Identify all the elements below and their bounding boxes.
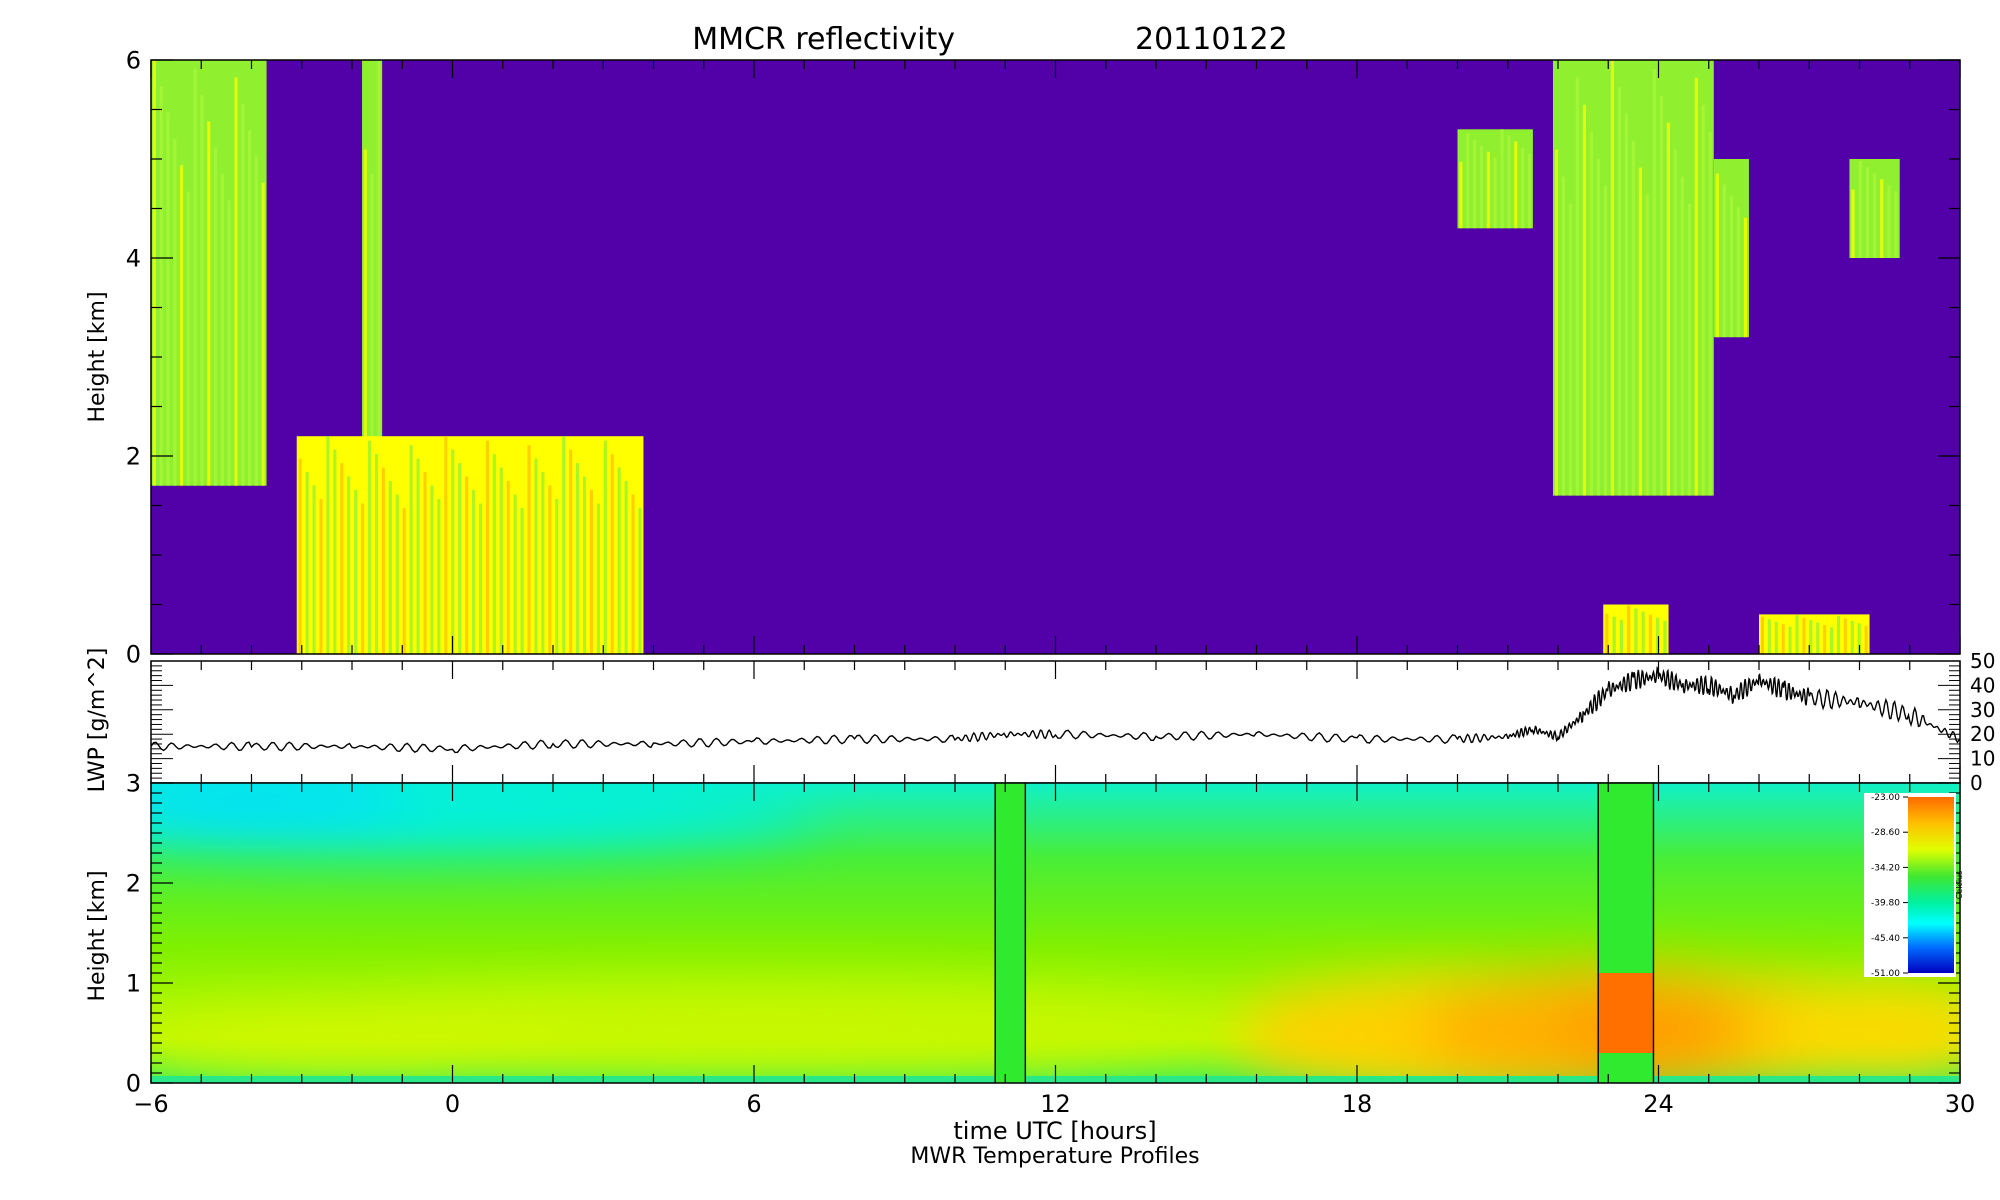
- temperature-panel: 0 1 2 3 Height [km] -23.00 -28.60 -34.20 -39.8…: [85, 769, 1964, 1097]
- y-tick-label: 2: [126, 869, 141, 897]
- colorbar-tick-label: -39.80: [1871, 899, 1900, 909]
- x-tick-label: 24: [1643, 1090, 1674, 1118]
- y-tick-label: 3: [126, 769, 141, 797]
- echo-region-6: [1849, 159, 1900, 258]
- missing-gap-1: [1597, 783, 1655, 1083]
- y-tick-label: 0: [126, 1069, 141, 1097]
- colorbar-tick-label: -51.00: [1871, 969, 1900, 979]
- reflectivity-echoes: [151, 60, 1900, 654]
- x-tick-label: −6: [133, 1090, 168, 1118]
- x-tick-label: 12: [1040, 1090, 1071, 1118]
- x-tick-label: 18: [1342, 1090, 1373, 1118]
- echo-region-4: [1552, 60, 1714, 496]
- y-tick-label: 2: [126, 442, 141, 470]
- lwp-y-tick-label: 20: [1970, 722, 1995, 746]
- x-tick-label: 6: [746, 1090, 761, 1118]
- x-axis-label: time UTC [hours]: [953, 1117, 1156, 1145]
- echo-region-7: [1603, 604, 1669, 654]
- x-axis-label-secondary: MWR Temperature Profiles: [910, 1144, 1199, 1169]
- reflectivity-ylabel: Height [km]: [85, 291, 110, 422]
- colorbar-gradient: [1908, 797, 1954, 973]
- echo-region-5: [1713, 159, 1749, 338]
- gap-warm-fill: [1598, 973, 1654, 1053]
- lwp-y-tick-label: 0: [1970, 771, 1983, 795]
- x-tick-label: 0: [445, 1090, 460, 1118]
- temperature-missing-gaps: [994, 783, 1655, 1083]
- colorbar-tick-label: -34.20: [1871, 863, 1900, 873]
- colorbar-tick-label: -45.40: [1871, 934, 1900, 944]
- echo-region-8: [1759, 614, 1870, 654]
- x-tick-label: 30: [1945, 1090, 1976, 1118]
- lwp-y-tick-label: 10: [1970, 747, 1995, 771]
- y-tick-label: 1: [126, 969, 141, 997]
- colorbar-tick-label: -23.00: [1871, 793, 1900, 803]
- lwp-background: [150, 660, 1961, 784]
- y-tick-label: 0: [126, 640, 141, 668]
- reflectivity-panel: 0 2 4 6 Height [km]: [85, 46, 1961, 668]
- echo-region-3: [1457, 129, 1533, 229]
- colorbar-tick-label: -28.60: [1871, 828, 1900, 838]
- lwp-ylabel: LWP [g/m^2]: [85, 648, 110, 793]
- chart-title: MMCR reflectivity: [692, 22, 955, 57]
- colorbar-title: Celcius: [1955, 871, 1964, 900]
- echo-region-2: [296, 436, 644, 654]
- echo-region-1: [362, 60, 383, 456]
- lwp-series-line: [150, 665, 1961, 754]
- lwp-y-tick-label: 30: [1970, 698, 1995, 722]
- temperature-ylabel: Height [km]: [85, 870, 110, 1001]
- temperature-colorbar: -23.00 -28.60 -34.20 -39.80 -45.40 -51.00 Cel…: [1864, 793, 1964, 979]
- y-tick-label: 4: [126, 244, 141, 272]
- lwp-y-tick-label: 50: [1970, 649, 1995, 673]
- gap-fill: [995, 783, 1026, 1083]
- missing-gap-0: [994, 783, 1027, 1083]
- y-tick-label: 6: [126, 46, 141, 74]
- lwp-y-tick-label: 40: [1970, 673, 1995, 697]
- echo-region-0: [151, 60, 267, 486]
- chart-date: 20110122: [1135, 22, 1288, 57]
